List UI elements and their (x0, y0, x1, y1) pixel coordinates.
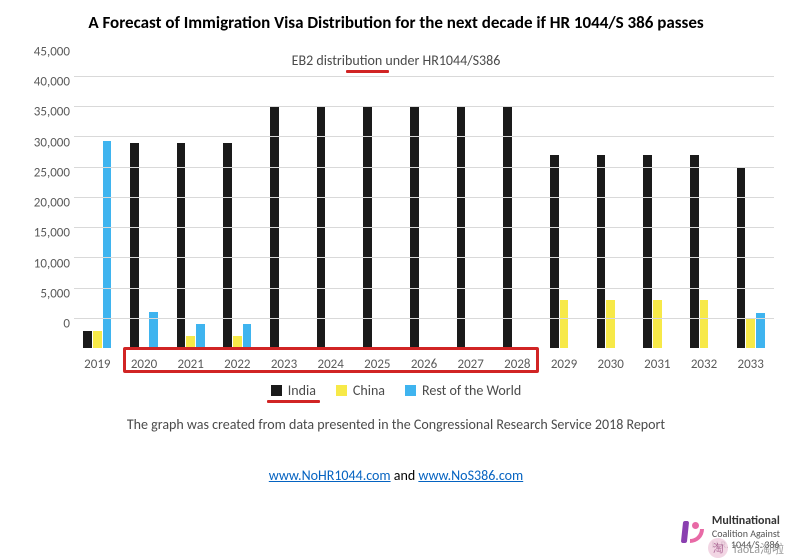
gridline (74, 136, 774, 137)
watermark: 淘 TaoLa淘啦 (708, 538, 784, 558)
legend-label: China (353, 382, 385, 399)
x-tick-label: 2030 (597, 357, 623, 372)
footer-links: www.NoHR1044.com and www.NoS386.com (18, 467, 774, 484)
chart-area: 0 5,000 10,000 15,000 20,000 25,000 30,000 35,0… (18, 76, 774, 376)
x-tick-label: 2033 (737, 357, 763, 372)
bar-china (606, 300, 615, 348)
y-tick-label: 40,000 (34, 75, 70, 90)
legend-swatch (271, 385, 282, 396)
page-root: A Forecast of Immigration Visa Distribut… (0, 0, 792, 560)
legend-item-china: China (336, 382, 385, 399)
x-tick-label: 2031 (644, 357, 670, 372)
bar-india (83, 331, 92, 348)
legend-india-underline (267, 400, 320, 403)
y-axis: 0 5,000 10,000 15,000 20,000 25,000 30,000 35,0… (18, 76, 74, 348)
y-tick-label: 15,000 (34, 226, 70, 241)
subtitle-highlight-underline (346, 70, 389, 73)
page-title: A Forecast of Immigration Visa Distribut… (18, 12, 774, 33)
gridline (74, 227, 774, 228)
link-separator: and (394, 467, 419, 484)
gridline (74, 76, 774, 77)
y-tick-label: 45,000 (34, 45, 70, 60)
gridline (74, 257, 774, 258)
y-tick-label: 35,000 (34, 105, 70, 120)
legend-swatch (405, 385, 416, 396)
legend: India China Rest of the World (18, 382, 774, 400)
x-tick-label: 2029 (551, 357, 577, 372)
chart-subtitle: EB2 distribution under HR1044/S386 (292, 52, 501, 69)
gridline (74, 318, 774, 319)
gridline (74, 167, 774, 168)
subtitle-wrap: EB2 distribution under HR1044/S386 (18, 51, 774, 70)
bar-china (93, 331, 102, 348)
legend-item-rest-of-the-world: Rest of the World (405, 382, 521, 399)
bar-rest-of-the-world (243, 324, 252, 348)
y-tick-label: 25,000 (34, 165, 70, 180)
gridline (74, 106, 774, 107)
bar-india (690, 155, 699, 348)
legend-swatch (336, 385, 347, 396)
y-tick-label: 20,000 (34, 196, 70, 211)
legend-label: Rest of the World (422, 382, 521, 399)
link-nohr1044[interactable]: www.NoHR1044.com (269, 467, 391, 484)
bar-china (653, 300, 662, 348)
y-tick-label: 5,000 (40, 286, 70, 301)
bar-china (560, 300, 569, 348)
gridline (74, 197, 774, 198)
legend-label: India (288, 382, 316, 399)
bar-rest-of-the-world (196, 324, 205, 348)
coalition-logo-icon (680, 519, 706, 545)
link-nos386[interactable]: www.NoS386.com (418, 467, 523, 484)
y-tick-label: 10,000 (34, 256, 70, 271)
watermark-text: TaoLa淘啦 (732, 540, 784, 557)
gridline (74, 288, 774, 289)
bar-india (643, 155, 652, 348)
x-tick-label: 2019 (84, 357, 110, 372)
y-tick-label: 30,000 (34, 135, 70, 150)
xaxis-highlight-box (123, 347, 539, 373)
bar-india (550, 155, 559, 348)
x-tick-label: 2032 (691, 357, 717, 372)
bar-india (597, 155, 606, 348)
plot-region (74, 76, 774, 348)
bar-china (746, 319, 755, 348)
legend-item-india: India (271, 382, 316, 399)
y-tick-label: 0 (63, 317, 70, 332)
watermark-icon: 淘 (708, 538, 728, 558)
bar-china (700, 300, 709, 348)
source-caption: The graph was created from data presente… (18, 416, 774, 433)
